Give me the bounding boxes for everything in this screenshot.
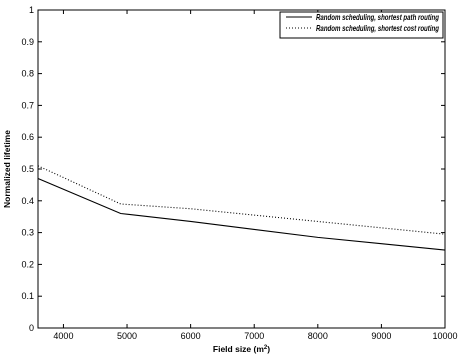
series-line-2: [37, 165, 446, 235]
y-tick-label: 0.5: [21, 164, 34, 174]
y-axis-ticks: 0 0.1 0.2 0.3 0.4 0.5 0.6 0.7 0.8 0.9 1: [21, 5, 445, 333]
y-axis-title: Normalized lifetime: [2, 130, 12, 208]
x-axis-title-text: Field size (m: [213, 344, 264, 354]
y-tick-label: 0.6: [21, 132, 34, 142]
x-tick-label: 10000: [432, 331, 457, 341]
x-tick-label: 7000: [244, 331, 264, 341]
x-tick-label: 8000: [308, 331, 328, 341]
x-axis-title: Field size (m2): [213, 344, 270, 354]
legend-label-series-1: Random scheduling, shortest path routing: [316, 12, 440, 22]
x-tick-label: 6000: [181, 331, 201, 341]
y-tick-label: 0.9: [21, 37, 34, 47]
y-tick-label: 0.2: [21, 259, 34, 269]
x-axis-title-end: ): [267, 344, 270, 354]
y-tick-label: 0.3: [21, 228, 34, 238]
x-axis-title-superscript: 2: [264, 345, 268, 351]
x-tick-label: 4000: [53, 331, 73, 341]
x-tick-label: 5000: [117, 331, 137, 341]
legend-box: [279, 11, 444, 39]
series-line-1: [37, 178, 446, 251]
y-tick-label: 0: [29, 323, 34, 333]
x-tick-label: 9000: [371, 331, 391, 341]
series-layer: [37, 165, 446, 251]
y-tick-label: 0.8: [21, 69, 34, 79]
y-tick-label: 0.1: [21, 291, 34, 301]
y-tick-label: 1: [29, 5, 34, 15]
y-tick-label: 0.7: [21, 100, 34, 110]
x-axis-ticks: 4000 5000 6000 7000 8000 9000 10000: [53, 10, 458, 341]
plot-area: [37, 9, 446, 329]
legend-label-series-2: Random scheduling, shortest cost routing: [316, 23, 440, 33]
y-tick-label: 0.4: [21, 196, 34, 206]
legend: Random scheduling, shortest path routing…: [279, 11, 444, 39]
